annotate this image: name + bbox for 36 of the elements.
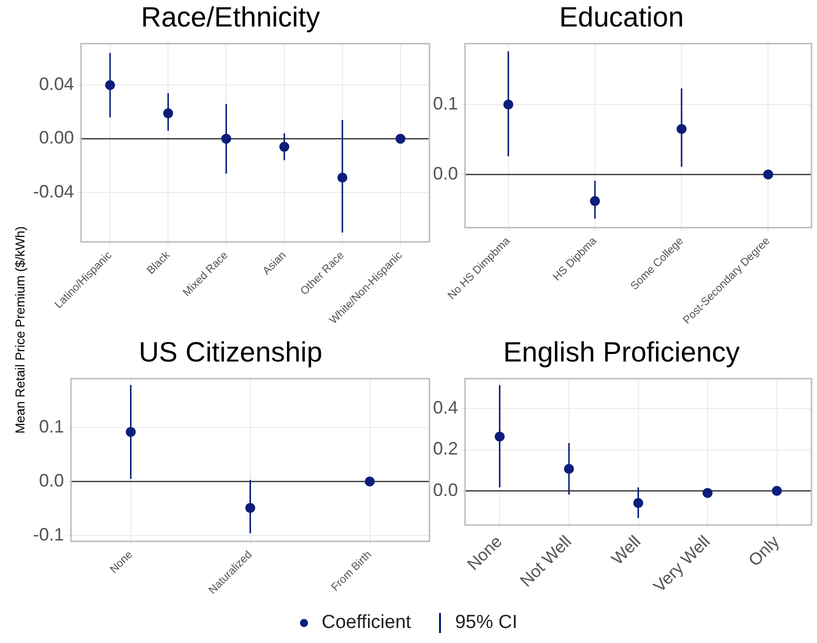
point — [126, 426, 136, 437]
chart-title: Education — [559, 2, 684, 33]
chart-title: US Citizenship — [138, 336, 322, 368]
point — [702, 488, 713, 498]
text: 95% CI — [455, 612, 518, 634]
y-tick-label: 0.2 — [432, 438, 458, 459]
point — [105, 80, 116, 90]
point — [633, 498, 644, 508]
point — [494, 432, 505, 442]
legend-label: Coefficient — [322, 612, 412, 634]
point — [279, 142, 290, 152]
y-tick-label: 0.0 — [432, 163, 458, 184]
point — [772, 486, 782, 496]
point — [503, 99, 514, 110]
point — [564, 464, 574, 474]
y-tick-label: 0.0 — [432, 480, 458, 500]
y-tick-label: 0.1 — [432, 93, 458, 114]
y-tick-label: 0.4 — [432, 398, 458, 418]
point — [221, 134, 232, 144]
point — [590, 196, 600, 206]
chart-title: English Proficiency — [503, 336, 740, 368]
point — [245, 502, 256, 513]
point — [364, 476, 375, 487]
point — [163, 108, 174, 118]
point — [395, 134, 406, 144]
y-tick-label: -0.04 — [32, 181, 74, 202]
y-tick-label: 0.1 — [38, 416, 64, 437]
y-tick-label: 0.0 — [38, 470, 64, 490]
y-axis-title: Mean Retail Price Premium ($/kWh) — [12, 226, 28, 434]
point — [676, 124, 687, 134]
y-tick-label: -0.1 — [32, 524, 64, 544]
point — [763, 169, 774, 180]
y-tick-label: 0.00 — [38, 128, 74, 148]
chart-title: Race/Ethnicity — [141, 2, 320, 33]
y-tick-label: 0.04 — [38, 74, 74, 94]
point — [337, 172, 348, 183]
